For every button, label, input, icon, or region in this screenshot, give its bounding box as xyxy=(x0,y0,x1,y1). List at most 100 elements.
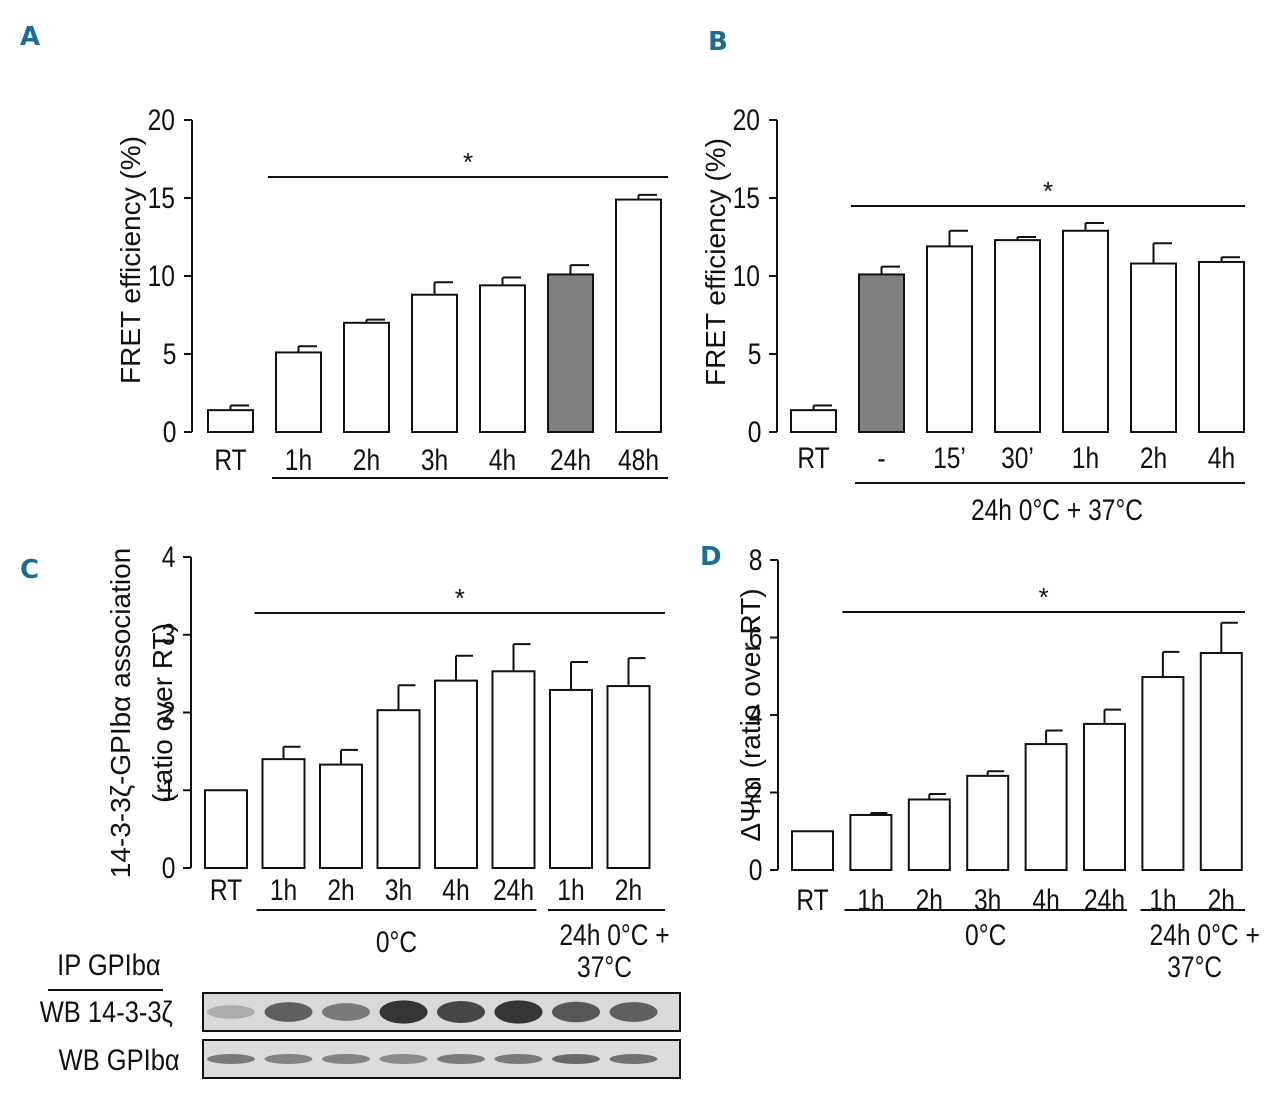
bar-d-0 xyxy=(791,830,834,871)
y-tick-label-c: 4 xyxy=(162,540,176,574)
x-tick-label-a: 1h xyxy=(285,443,312,477)
significance-star-b: * xyxy=(1043,176,1053,206)
bar-d-7 xyxy=(1199,652,1243,871)
y-tick-label-d: 8 xyxy=(749,543,763,577)
bar-b-4 xyxy=(1062,229,1109,433)
blot-band-2-0 xyxy=(207,1054,255,1064)
blot-row-label-2: WB GPIbα xyxy=(59,1043,180,1076)
x-tick-label-a: 24h xyxy=(550,443,591,477)
x-tick-label-d: 1h xyxy=(857,883,884,917)
significance-star-d: * xyxy=(1039,582,1049,612)
y-tick-label-d: 6 xyxy=(749,620,763,654)
y-axis-label-c: 14-3-3ζ-GPIbα association xyxy=(105,548,136,878)
group-label-37c-c: 37°C xyxy=(577,950,632,984)
bar-c-1 xyxy=(261,758,306,870)
ip-label: IP GPIbα xyxy=(57,948,161,981)
y-tick-label-d: 4 xyxy=(749,698,763,732)
x-tick-label-b: 30’ xyxy=(1001,441,1034,475)
bar-b-3 xyxy=(994,239,1041,433)
y-axis-label-a: FRET efficiency (%) xyxy=(115,136,146,384)
y-tick-label-a: 5 xyxy=(163,337,177,371)
x-tick-label-b: 15’ xyxy=(933,441,966,475)
group-label-24h-d: 24h 0°C + xyxy=(1150,918,1260,952)
group-label-0c-d: 0°C xyxy=(965,918,1006,952)
x-tick-label-a: RT xyxy=(214,443,247,477)
x-tick-label-d: 24h xyxy=(1084,883,1125,917)
blot-band-2-4 xyxy=(437,1054,485,1064)
x-tick-label-b: 1h xyxy=(1072,441,1099,475)
y-tick-label-b: 20 xyxy=(733,103,760,137)
bar-c-3 xyxy=(376,709,421,869)
bar-a-1 xyxy=(275,351,322,433)
x-tick-label-c: RT xyxy=(210,873,243,907)
group-label-24h-c: 24h 0°C + xyxy=(559,918,669,952)
x-tick-label-d: RT xyxy=(796,883,829,917)
significance-star-a: * xyxy=(463,147,473,177)
blot-band-2-3 xyxy=(379,1054,428,1064)
chart-c: 0 1 2 3 4 14-3-3ζ-GPIbα association (ratio ove… xyxy=(105,540,670,984)
panel-letter-c: C xyxy=(20,555,39,585)
blot-band-1-6 xyxy=(552,1001,600,1023)
y-tick-label-a: 0 xyxy=(163,415,177,449)
x-tick-label-c: 2h xyxy=(327,873,354,907)
x-tick-label-a: 3h xyxy=(421,443,448,477)
blot-band-2-2 xyxy=(322,1054,370,1064)
bar-a-4 xyxy=(479,284,526,433)
y-tick-label-c: 3 xyxy=(162,617,176,651)
y-tick-label-a: 20 xyxy=(148,103,175,137)
bar-a-5 xyxy=(547,273,594,433)
blot-band-1-1 xyxy=(264,1002,313,1022)
bar-d-4 xyxy=(1024,743,1068,871)
x-tick-label-c: 1h xyxy=(557,873,584,907)
blot-band-1-0 xyxy=(207,1005,255,1019)
y-axis-label-d: ΔΨm (ratio over RT) xyxy=(735,588,766,841)
y-tick-label-c: 1 xyxy=(162,773,176,807)
y-tick-label-c: 2 xyxy=(162,695,176,729)
blot-band-1-7 xyxy=(609,1002,658,1022)
x-tick-label-c: 2h xyxy=(615,873,642,907)
bar-d-5 xyxy=(1083,722,1126,871)
x-tick-label-a: 48h xyxy=(618,443,659,477)
x-tick-label-d: 4h xyxy=(1032,883,1059,917)
bar-d-1 xyxy=(849,813,893,871)
x-tick-label-d: 2h xyxy=(1208,883,1235,917)
y-axis-label-b: FRET efficiency (%) xyxy=(700,138,731,386)
x-tick-label-b: 2h xyxy=(1140,441,1167,475)
bar-a-0 xyxy=(207,409,254,434)
blot-row-label-1: WB 14-3-3ζ xyxy=(40,995,173,1028)
x-tick-label-a: 4h xyxy=(489,443,516,477)
blot-band-1-2 xyxy=(322,1003,370,1021)
x-tick-label-c: 1h xyxy=(270,873,297,907)
x-tick-label-a: 2h xyxy=(353,443,380,477)
bar-b-5 xyxy=(1130,262,1177,433)
blot-band-1-3 xyxy=(379,1000,428,1024)
x-tick-label-b: - xyxy=(877,441,885,475)
bar-b-2 xyxy=(926,245,973,433)
x-tick-label-d: 3h xyxy=(974,883,1001,917)
significance-star-c: * xyxy=(455,583,465,613)
x-tick-label-d: 2h xyxy=(916,883,943,917)
y-tick-label-b: 15 xyxy=(733,181,760,215)
x-tick-label-c: 3h xyxy=(385,873,412,907)
bar-c-5 xyxy=(491,670,536,869)
y-tick-label-c: 0 xyxy=(162,851,176,885)
blot-band-2-7 xyxy=(609,1054,658,1064)
y-tick-label-b: 5 xyxy=(748,337,762,371)
x-tick-label-d: 1h xyxy=(1149,883,1176,917)
blot-band-2-5 xyxy=(494,1054,543,1064)
x-tick-label-c: 24h xyxy=(493,873,534,907)
bar-c-7 xyxy=(606,685,651,869)
group-label-0c-c: 0°C xyxy=(376,925,417,959)
western-blot: IP GPIbα WB 14-3-3ζ WB GPIbα xyxy=(40,948,681,1079)
y-tick-label-d: 2 xyxy=(749,775,763,809)
blot-band-1-4 xyxy=(437,1001,485,1023)
bar-c-2 xyxy=(319,763,363,870)
y-tick-label-b: 0 xyxy=(748,415,762,449)
bar-c-4 xyxy=(434,679,478,869)
y-tick-label-a: 10 xyxy=(148,259,175,293)
bar-b-0 xyxy=(790,409,837,434)
x-tick-label-c: 4h xyxy=(442,873,469,907)
